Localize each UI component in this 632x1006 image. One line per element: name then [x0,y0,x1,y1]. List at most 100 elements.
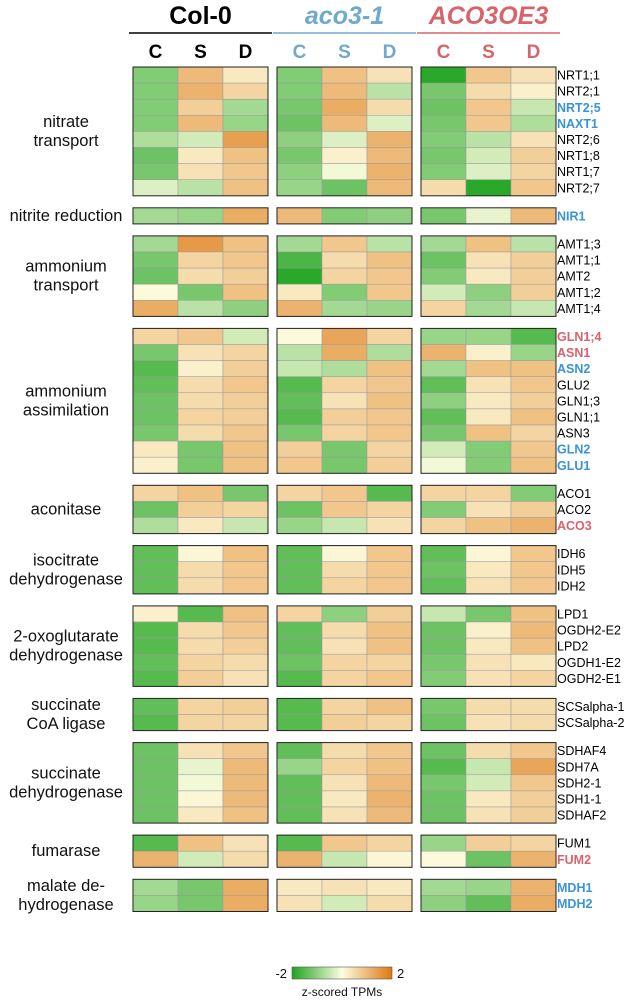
heatmap-cell [465,834,512,852]
heatmap-cell [420,517,467,534]
gene-label: SDH7A [557,760,599,774]
heatmap-cell [177,207,224,225]
heatmap-cell [222,251,269,269]
gene-label: OGDH1-E2 [557,656,621,670]
heatmap-cell [366,376,413,394]
heatmap-cell [366,115,413,132]
heatmap-cell [177,408,224,426]
heatmap-cell [321,485,368,502]
heatmap-cell [420,758,467,776]
heatmap-cell [177,742,224,759]
panel-border [132,878,269,912]
heatmap-cell [510,98,557,116]
heatmap-cell [420,147,467,164]
panel-border [276,878,413,912]
heatmap-cell [321,344,368,361]
heatmap-cell [510,251,557,269]
heatmap-cell [222,485,269,502]
heatmap-cell [132,758,179,776]
heatmap-cell [510,207,557,225]
gene-label: GLN1;1 [557,410,600,424]
heatmap-cell [222,408,269,426]
heatmap-cell [321,742,368,759]
heatmap-cell [222,790,269,808]
gene-label: IDH5 [557,563,586,577]
heatmap-cell [222,714,269,731]
heatmap-cell [132,501,179,518]
heatmap-cell [222,147,269,164]
heatmap-cell [510,561,557,579]
heatmap-cell [321,115,368,132]
heatmap-cell [276,670,323,687]
panel-border [420,697,557,732]
heatmap-cell [222,561,269,579]
group-label: fumarase [32,842,101,860]
gene-label: ACO3 [557,519,592,533]
heatmap-cell [510,774,557,792]
heatmap-cell [366,147,413,164]
heatmap-cell [366,267,413,285]
gene-label: NRT2;5 [557,101,601,115]
heatmap-cell [222,267,269,285]
heatmap-cell [132,283,179,301]
heatmap-cell [510,267,557,285]
gene-label: SDH1-1 [557,792,602,806]
heatmap-cell [420,408,467,426]
heatmap-cell [510,850,557,868]
heatmap-cell [366,440,413,458]
heatmap-cell [510,408,557,426]
group-label: nitrate [43,113,89,131]
heatmap-cell [222,517,269,534]
heatmap-cell [276,790,323,808]
heatmap-cell [276,895,323,912]
heatmap-cell [222,163,269,180]
heatmap-cell [366,360,413,377]
heatmap-cell [420,670,467,687]
heatmap-cell [420,179,467,197]
heatmap-cell [276,98,323,116]
gene-label: AMT1;3 [557,237,601,251]
heatmap-cell [321,561,368,579]
heatmap-cell [420,545,467,562]
heatmap-cell [510,283,557,301]
heatmap-cell [132,698,179,715]
heatmap-cell [177,283,224,301]
heatmap-cell [510,344,557,361]
heatmap-cell [321,440,368,458]
gene-label: ASN2 [557,362,590,376]
heatmap-cell [276,283,323,301]
heatmap-cell [177,344,224,361]
group-label: CoA ligase [27,715,106,733]
heatmap-cell [321,670,368,687]
heatmap-cell [276,879,323,896]
heatmap-cell [465,376,512,394]
gene-label: IDH6 [557,547,586,561]
heatmap-cell [177,517,224,534]
heatmap-cell [222,621,269,639]
heatmap-cell [177,235,224,253]
heatmap-cell [276,131,323,148]
heatmap-cell [132,424,179,442]
heatmap-cell [366,207,413,225]
heatmap-cell [276,806,323,824]
heatmap-cell [132,653,179,671]
heatmap-cell [132,179,179,197]
heatmap-cell [465,501,512,518]
heatmap-cell [321,621,368,639]
heatmap-cell [465,328,512,345]
column-label: S [482,42,495,63]
heatmap-cell [276,251,323,269]
heatmap-cell [366,742,413,759]
heatmap-cell [321,376,368,394]
panel-border [132,327,269,474]
heatmap-cell [177,179,224,197]
heatmap-cell [465,207,512,225]
heatmap-cell [420,806,467,824]
gene-label: NRT2;6 [557,133,600,147]
heatmap-cell [132,850,179,868]
heatmap-cell [132,545,179,562]
heatmap-cell [276,698,323,715]
heatmap-cell [420,621,467,639]
gene-label: SDH2-1 [557,776,602,790]
heatmap-cell [222,360,269,377]
